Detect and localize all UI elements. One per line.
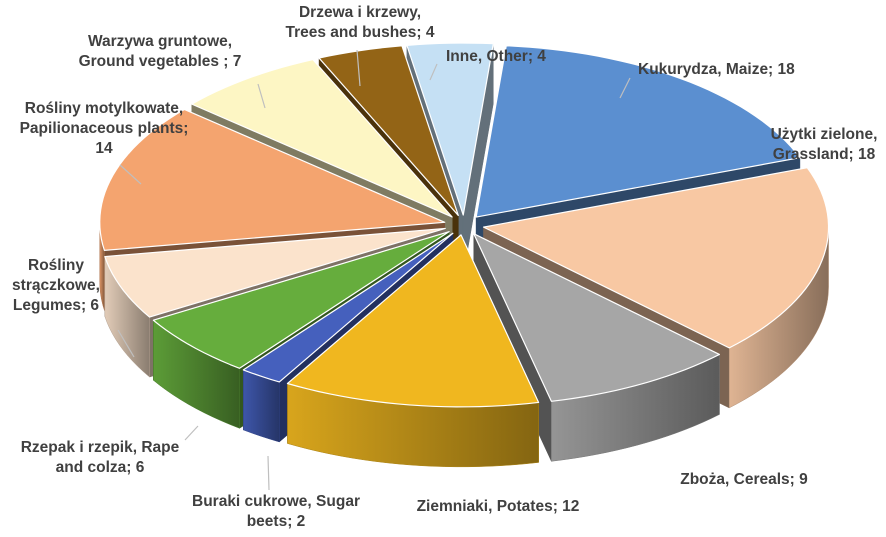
data-label-5-line-1: and colza; 6 (56, 459, 145, 476)
data-label-7-line-2: 14 (95, 140, 113, 157)
pie-slice-8-top (191, 58, 453, 218)
leader-line-0 (619, 77, 631, 99)
pie-slice-4-top (242, 232, 454, 383)
data-label-2-line-0: Zboża, Cereals; 9 (680, 471, 808, 488)
data-label-7-line-0: Rośliny motylkowate, (25, 100, 183, 117)
data-label-10-line-0: Inne, Other; 4 (446, 48, 546, 65)
data-label-9-line-1: Trees and bushes; 4 (285, 24, 434, 41)
pie-slice-6-top (104, 227, 446, 318)
data-label-9-line-0: Drzewa i krzewy, (299, 4, 421, 21)
pie-slice-3-top (286, 234, 540, 408)
pie-slice-5-top (152, 231, 450, 369)
data-label-8-line-1: Ground vegetables ; 7 (79, 53, 242, 70)
pie-slice-0-top (475, 45, 801, 218)
data-label-6-line-2: Legumes; 6 (13, 297, 100, 314)
data-label-1-line-1: Grassland; 18 (773, 146, 876, 163)
leader-line-9 (356, 49, 361, 87)
pie-slice-3 (286, 234, 540, 468)
leader-line-6 (117, 329, 135, 358)
pie-slice-7-top (99, 108, 446, 251)
data-label-8-line-0: Warzywa gruntowe, (88, 33, 232, 50)
leader-line-5 (184, 425, 199, 441)
data-label-6-line-0: Rośliny (28, 257, 84, 274)
pie-slice-9-top (318, 45, 459, 217)
data-label-7-line-1: Papilionaceous plants; (20, 120, 189, 137)
pie-slice-10-top (406, 42, 494, 216)
pie-slice-1-top (482, 167, 830, 349)
leader-line-8 (257, 83, 266, 109)
data-label-4-line-1: beets; 2 (247, 513, 306, 530)
data-label-6-line-1: strączkowe, (12, 277, 100, 294)
data-label-4-line-0: Buraki cukrowe, Sugar (192, 493, 360, 510)
data-label-5-line-0: Rzepak i rzepik, Rape (21, 439, 180, 456)
leader-line-4 (267, 455, 270, 491)
data-label-0-line-0: Kukurydza, Maize; 18 (638, 61, 795, 78)
leader-line-7 (119, 164, 142, 185)
leader-line-10 (429, 63, 438, 81)
data-label-3-line-0: Ziemniaki, Potates; 12 (417, 498, 580, 515)
pie-slice-2-top (473, 233, 721, 402)
data-label-1-line-0: Użytki zielone, (771, 126, 878, 143)
